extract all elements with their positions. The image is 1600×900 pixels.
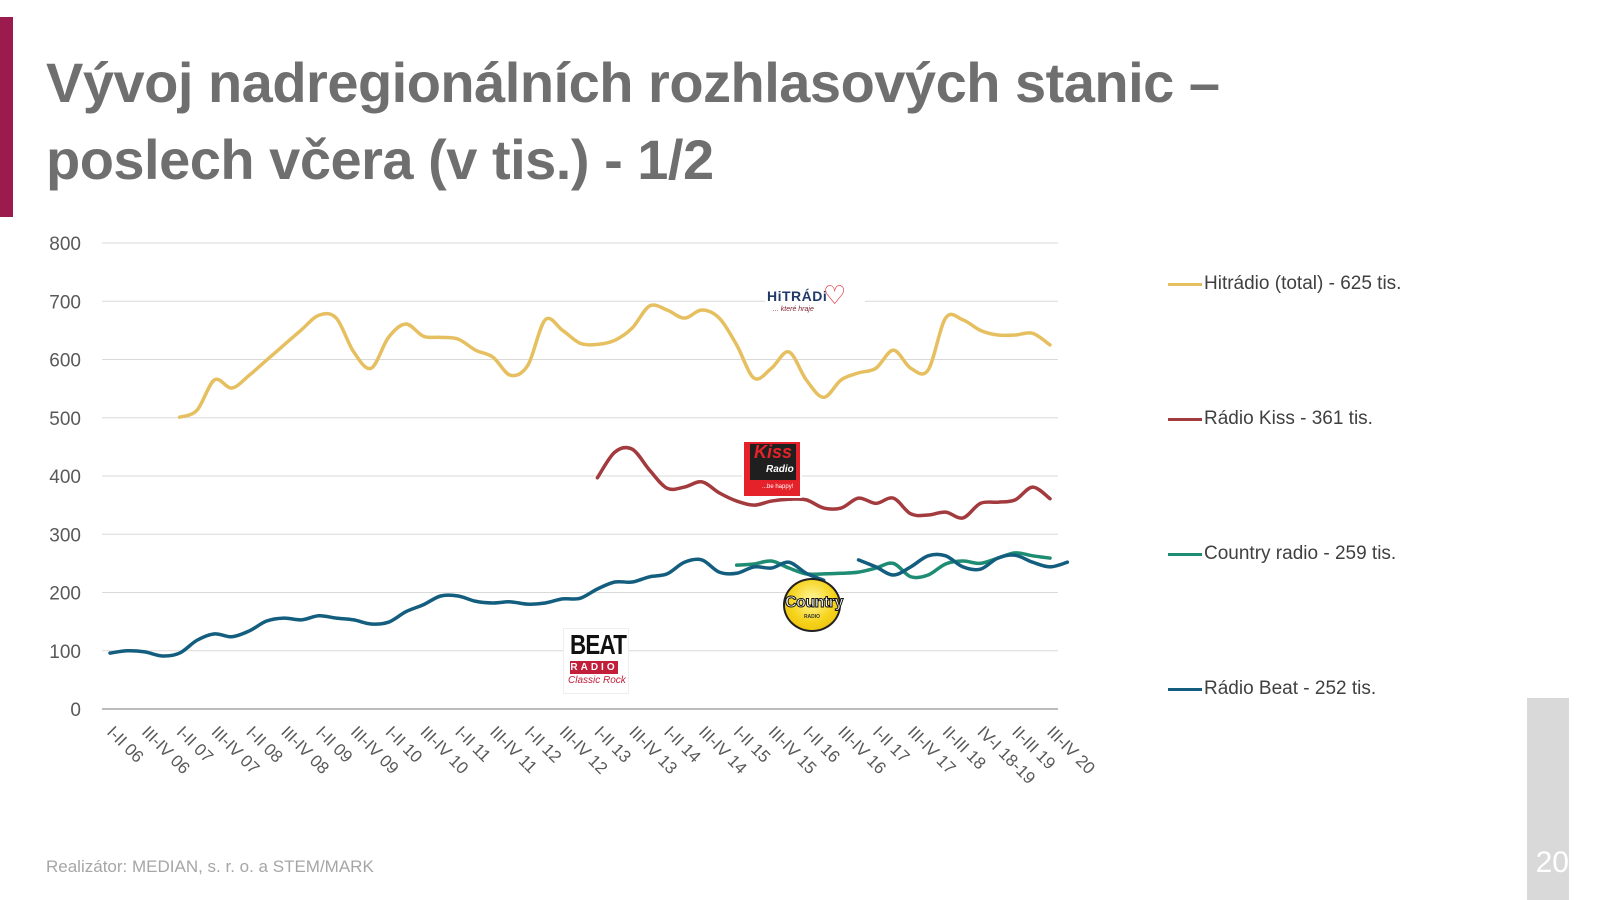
y-tick-label: 500 [49, 409, 81, 430]
legend-label: Country radio - 259 tis. [1204, 543, 1397, 564]
legend-item-hitradio: Hitrádio (total) - 625 tis. [1168, 273, 1401, 295]
beat-logo-text: BEAT [570, 629, 627, 660]
hitradio-logo-text: HiTRÁDi [767, 288, 828, 304]
series-line-r-dio-beat [108, 557, 826, 658]
accent-bar [0, 17, 13, 217]
series-line-r-dio-kiss [595, 445, 1052, 520]
y-tick-label: 200 [49, 584, 81, 605]
legend-label: Rádio Kiss - 361 tis. [1204, 408, 1373, 429]
beat-logo-subtext: Classic Rock [568, 675, 626, 686]
kiss-radio-logo: Kiss Radio ...be happy! [742, 440, 802, 498]
heart-icon: ♡ [823, 280, 847, 310]
series-line-r-dio-beat [856, 552, 1070, 577]
beat-radio-logo: BEAT RADIO Classic Rock [563, 628, 629, 694]
legend-item-country: Country radio - 259 tis. [1168, 543, 1396, 565]
legend-label: Rádio Beat - 252 tis. [1204, 678, 1377, 699]
y-tick-label: 800 [49, 234, 81, 255]
title-line-1: Vývoj nadregionálních rozhlasových stani… [46, 51, 1220, 114]
chart-gridlines [102, 242, 1058, 710]
x-tick-label: III-IV 20 [1043, 722, 1099, 778]
y-tick-label: 300 [49, 525, 81, 546]
hitradio-logo-subtext: ... které hraje [773, 306, 814, 313]
legend-item-beat: Rádio Beat - 252 tis. [1168, 678, 1376, 700]
beat-logo-radio: RADIO [570, 661, 618, 674]
country-logo-text: Country [785, 594, 844, 612]
country-radio-logo: Country RADIO [783, 578, 844, 632]
legend-swatch [1168, 552, 1202, 556]
source-footer: Realizátor: MEDIAN, s. r. o. a STEM/MARK [46, 857, 374, 876]
y-tick-label: 0 [70, 700, 81, 721]
legend-swatch [1168, 687, 1202, 691]
hitradio-logo: HiTRÁDi ... které hraje ♡ [765, 270, 865, 322]
page-title: Vývoj nadregionálních rozhlasových stani… [46, 44, 1346, 198]
country-logo-subtext: RADIO [803, 614, 821, 620]
y-tick-label: 700 [49, 292, 81, 313]
y-tick-label: 400 [49, 467, 81, 488]
y-axis-ticks: 0 100 200 300 400 500 600 700 800 [49, 234, 81, 721]
x-tick-label: I-II 06 [103, 722, 147, 766]
chart-series [108, 303, 1070, 658]
legend-swatch [1168, 282, 1202, 286]
legend-swatch [1168, 417, 1202, 421]
kiss-logo-text: Kiss [754, 442, 793, 462]
legend-label: Hitrádio (total) - 625 tis. [1204, 273, 1402, 294]
title-line-2: poslech včera (v tis.) - 1/2 [46, 128, 714, 191]
kiss-logo-subtext: ...be happy! [762, 484, 794, 490]
legend-item-kiss: Rádio Kiss - 361 tis. [1168, 408, 1373, 430]
series-line-hitr-dio-total- [177, 303, 1052, 419]
y-tick-label: 100 [49, 642, 81, 663]
kiss-logo-radio: Radio [766, 464, 794, 475]
page-number: 20 [1535, 846, 1569, 879]
y-tick-label: 600 [49, 351, 81, 372]
page-number-box [1527, 698, 1569, 900]
